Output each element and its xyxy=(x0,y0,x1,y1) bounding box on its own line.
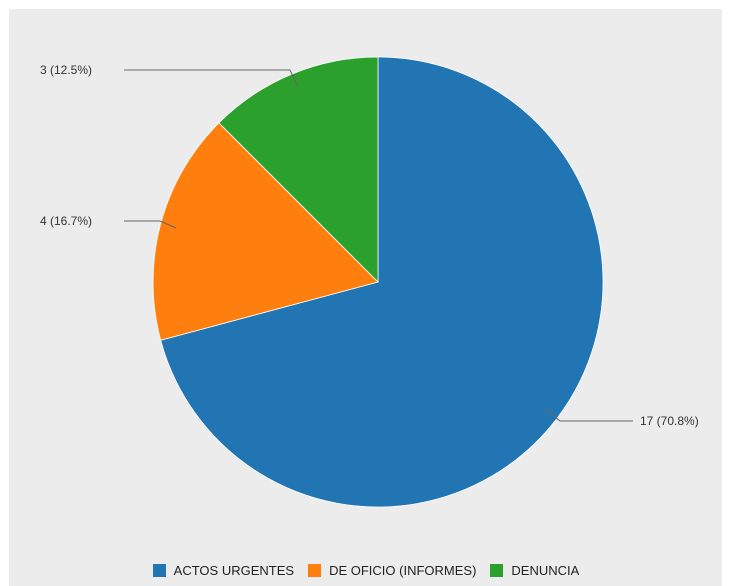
slice-value-label: 3 (12.5%) xyxy=(40,63,92,77)
legend-item-denuncia[interactable]: DENUNCIA xyxy=(490,563,579,578)
legend-swatch xyxy=(308,564,322,577)
leader-line xyxy=(544,408,633,422)
pie-slice-actos-urgentes[interactable] xyxy=(160,56,604,508)
legend: ACTOS URGENTES DE OFICIO (INFORMES) DENU… xyxy=(0,563,732,578)
slice-value-label: 17 (70.8%) xyxy=(640,414,699,428)
legend-label: ACTOS URGENTES xyxy=(173,563,295,578)
legend-item-actos-urgentes[interactable]: ACTOS URGENTES xyxy=(152,563,295,578)
legend-swatch xyxy=(490,564,504,577)
legend-label: DE OFICIO (INFORMES) xyxy=(329,563,477,578)
leader-line xyxy=(124,69,299,88)
pie-slice-de-oficio-informes[interactable] xyxy=(152,122,379,341)
legend-label: DENUNCIA xyxy=(511,563,580,578)
legend-swatch xyxy=(152,564,166,577)
slice-value-label: 4 (16.7%) xyxy=(40,214,92,228)
leader-line xyxy=(124,220,177,229)
legend-item-de-oficio[interactable]: DE OFICIO (INFORMES) xyxy=(308,563,476,578)
